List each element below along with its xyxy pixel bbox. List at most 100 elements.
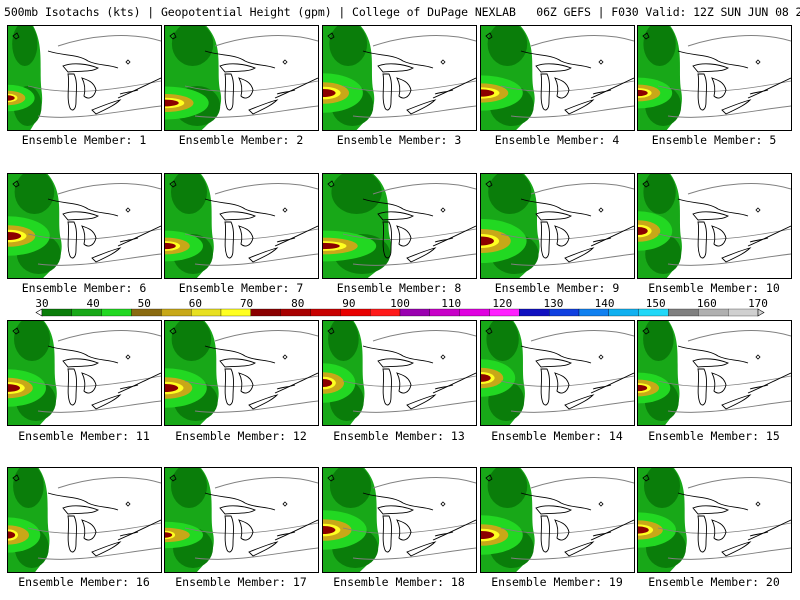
colorbar-swatch xyxy=(340,308,371,317)
lake-erie-outline xyxy=(248,247,279,263)
lake-ontario-outline xyxy=(434,89,454,95)
small-lake-outline xyxy=(169,327,177,335)
lake-huron-outline xyxy=(396,225,412,247)
lake-ontario-outline xyxy=(119,237,139,243)
ensemble-member-map xyxy=(164,25,319,131)
height-contour xyxy=(510,105,634,118)
colorbar-swatch xyxy=(310,308,341,317)
ensemble-member-label: Ensemble Member: 5 xyxy=(651,133,777,147)
lake-michigan-outline xyxy=(382,368,392,406)
height-contour xyxy=(657,228,791,240)
ensemble-member-label: Ensemble Member: 19 xyxy=(491,575,623,589)
colorbar-swatch xyxy=(429,308,460,317)
small-lake-outline xyxy=(12,474,20,482)
colorbar-tick-label: 40 xyxy=(87,298,100,310)
member-map-svg xyxy=(481,468,634,572)
small-lake-outline xyxy=(327,474,335,482)
island-outline xyxy=(282,354,288,360)
member-map-svg xyxy=(8,468,161,572)
island-outline xyxy=(440,59,446,65)
colorbar-swatch xyxy=(638,308,669,317)
colorbar-swatch xyxy=(41,308,72,317)
colorbar-tick-label: 130 xyxy=(543,298,563,310)
ensemble-member-map xyxy=(637,173,792,279)
lake-ontario-outline xyxy=(434,384,454,390)
lake-superior-outline xyxy=(377,63,414,73)
lake-huron-outline xyxy=(238,77,254,99)
border-line xyxy=(520,492,592,511)
lake-erie-outline xyxy=(564,394,595,410)
border-line xyxy=(362,198,434,217)
lake-michigan-outline xyxy=(540,368,550,406)
border-line xyxy=(47,345,119,364)
isotach-80kt-core xyxy=(638,384,648,392)
island-outline xyxy=(282,501,288,507)
ensemble-member-map xyxy=(322,173,477,279)
island-outline xyxy=(125,354,131,360)
isotach-30kt-patch xyxy=(14,174,55,214)
lake-michigan-outline xyxy=(540,73,550,111)
height-contour xyxy=(352,400,476,413)
island-outline xyxy=(755,354,761,360)
ensemble-member-map xyxy=(637,25,792,131)
ensemble-member-label: Ensemble Member: 12 xyxy=(175,429,307,443)
colorbar-tick-label: 120 xyxy=(492,298,512,310)
lake-erie-outline xyxy=(406,394,437,410)
height-contour xyxy=(530,330,634,342)
colorbar-swatch xyxy=(698,308,729,317)
ensemble-member-label: Ensemble Member: 20 xyxy=(648,575,780,589)
isotach-80kt-core xyxy=(481,89,495,97)
island-outline xyxy=(755,501,761,507)
st-lawrence-line xyxy=(747,372,791,394)
lake-superior-outline xyxy=(62,63,99,73)
lake-michigan-outline xyxy=(697,368,707,406)
isotach-80kt-core xyxy=(323,525,336,535)
ensemble-member-label: Ensemble Member: 13 xyxy=(333,429,465,443)
height-contour xyxy=(37,105,161,118)
member-map-svg xyxy=(481,174,634,278)
colorbar-tick-label: 80 xyxy=(291,298,304,310)
map-title: 500mb Isotachs (kts) | Geopotential Heig… xyxy=(4,5,800,19)
isotach-30kt-patch xyxy=(643,174,676,214)
colorbar-tick-label: 30 xyxy=(35,298,48,310)
lake-erie-outline xyxy=(91,99,122,115)
ensemble-member-map xyxy=(480,173,635,279)
member-map-svg xyxy=(323,174,476,278)
colorbar-tick-label: 90 xyxy=(342,298,355,310)
colorbar-swatch xyxy=(608,308,639,317)
height-contour xyxy=(530,477,634,489)
ensemble-member-label: Ensemble Member: 7 xyxy=(178,281,304,295)
st-lawrence-line xyxy=(274,372,318,394)
st-lawrence-line xyxy=(432,519,476,541)
lake-superior-outline xyxy=(535,63,572,73)
colorbar-swatch xyxy=(399,308,430,317)
border-line xyxy=(677,492,749,511)
ensemble-member-label: Ensemble Member: 2 xyxy=(178,133,304,147)
member-map-svg xyxy=(323,26,476,130)
member-map-svg xyxy=(638,321,791,425)
lake-michigan-outline xyxy=(67,73,77,111)
height-contour xyxy=(667,105,791,118)
ensemble-member-label: Ensemble Member: 10 xyxy=(648,281,780,295)
st-lawrence-line xyxy=(117,225,161,247)
ensemble-member-label: Ensemble Member: 15 xyxy=(648,429,780,443)
member-map-svg xyxy=(323,468,476,572)
lake-ontario-outline xyxy=(119,531,139,537)
lake-huron-outline xyxy=(81,519,97,541)
border-line xyxy=(204,198,276,217)
st-lawrence-line xyxy=(274,77,318,99)
lake-michigan-outline xyxy=(224,515,234,553)
isotach-30kt-patch xyxy=(14,321,50,361)
lake-superior-outline xyxy=(535,211,572,221)
height-contour xyxy=(667,253,791,266)
lake-huron-outline xyxy=(396,372,412,394)
member-map-svg xyxy=(8,26,161,130)
island-outline xyxy=(598,59,604,65)
border-line xyxy=(520,198,592,217)
height-contour xyxy=(184,375,318,387)
height-contour xyxy=(372,477,476,489)
small-lake-outline xyxy=(169,32,177,40)
height-contour xyxy=(372,183,476,195)
colorbar-swatch xyxy=(71,308,102,317)
lake-superior-outline xyxy=(219,211,256,221)
